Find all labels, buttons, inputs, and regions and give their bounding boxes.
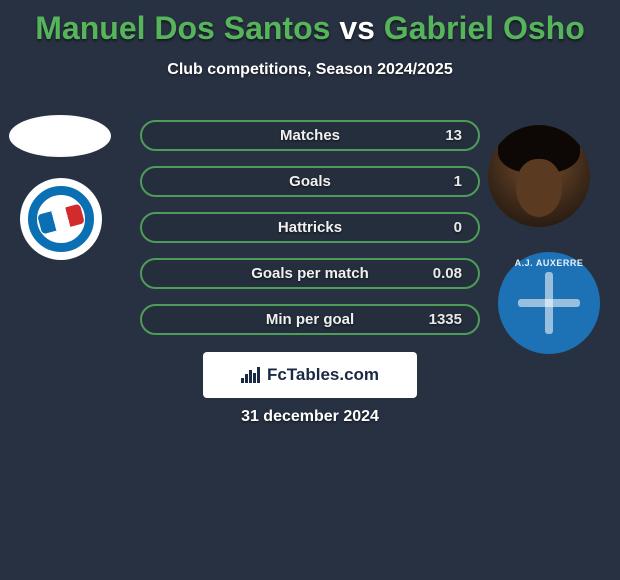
stat-row: Goals per match0.08 [140,258,480,289]
player2-photo [488,125,590,227]
stat-right-value: 1 [422,173,462,190]
player1-club-badge [20,178,102,260]
stat-right-value: 1335 [422,311,462,328]
aja-badge-text: A.J. AUXERRE [498,258,600,268]
stat-right-value: 0 [422,219,462,236]
date-line: 31 december 2024 [0,408,620,426]
title-vs: vs [339,10,375,46]
brand-chart-icon [241,367,261,383]
stats-table: Matches13 Goals1 Hattricks0 Goals per match… [140,120,480,350]
brand-logo: FcTables.com [203,352,417,398]
player1-photo-placeholder [9,115,111,157]
title-player1: Manuel Dos Santos [35,10,330,46]
subtitle: Club competitions, Season 2024/2025 [0,61,620,79]
stat-row: Hattricks0 [140,212,480,243]
brand-suffix: Tables.com [287,365,379,384]
stat-right-value: 13 [422,127,462,144]
player2-club-badge: A.J. AUXERRE [498,252,600,354]
stat-row: Min per goal1335 [140,304,480,335]
stat-label: Matches [198,127,422,144]
stat-row: Goals1 [140,166,480,197]
stat-right-value: 0.08 [422,265,462,282]
aja-cross-icon [518,272,580,334]
stat-label: Min per goal [198,311,422,328]
stat-label: Goals per match [198,265,422,282]
brand-text: FcTables.com [267,365,379,385]
brand-prefix: Fc [267,365,287,384]
stat-row: Matches13 [140,120,480,151]
title-player2: Gabriel Osho [384,10,585,46]
page-title: Manuel Dos Santos vs Gabriel Osho [0,0,620,47]
stat-label: Hattricks [198,219,422,236]
rcs-badge-icon [26,184,96,254]
stat-label: Goals [198,173,422,190]
